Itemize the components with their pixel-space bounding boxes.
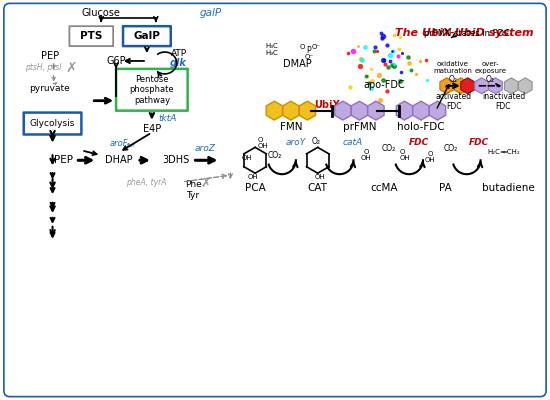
Text: P: P [306,46,311,54]
Text: ADP: ADP [169,68,188,77]
Text: O₂: O₂ [311,137,320,146]
Text: galP: galP [200,8,222,18]
Text: DHAP: DHAP [105,155,133,165]
Polygon shape [461,78,475,94]
Text: O: O [399,149,405,155]
Text: OH: OH [425,157,435,163]
Polygon shape [454,78,468,94]
Text: FMN: FMN [279,122,302,132]
Text: ccMA: ccMA [371,183,398,193]
Polygon shape [413,101,429,120]
Text: OH: OH [241,155,252,161]
Text: pyruvate: pyruvate [29,84,70,93]
Polygon shape [266,101,283,120]
Text: OH: OH [248,174,258,180]
Text: butadiene: butadiene [482,183,535,193]
Text: fbr: fbr [126,143,135,148]
Text: inactivated
FDC: inactivated FDC [482,92,525,111]
Text: aroY: aroY [286,138,306,147]
FancyBboxPatch shape [24,112,81,134]
Polygon shape [488,78,502,94]
Text: glk: glk [170,58,187,68]
Text: O₂: O₂ [486,75,495,84]
Text: CO₂: CO₂ [268,151,282,160]
Text: aroF: aroF [110,139,128,148]
Text: PCA: PCA [245,183,266,193]
Polygon shape [518,78,532,94]
Text: PEP: PEP [54,155,73,165]
Polygon shape [299,101,316,120]
Text: ATP: ATP [170,48,187,58]
Text: CO₂: CO₂ [382,144,397,153]
Text: FDC: FDC [469,138,489,147]
Text: G6P: G6P [106,56,126,66]
Polygon shape [430,101,446,120]
Text: The UbiX-UbiD system: The UbiX-UbiD system [394,28,533,38]
Text: O: O [299,44,305,50]
Text: H₃C: H₃C [265,43,278,49]
Text: H₃C: H₃C [265,50,278,56]
FancyBboxPatch shape [256,25,540,138]
Polygon shape [397,101,412,120]
Text: O⁻: O⁻ [311,44,320,50]
Text: aroZ: aroZ [195,144,216,153]
FancyBboxPatch shape [116,69,188,111]
Text: holo-FDC: holo-FDC [397,122,445,132]
Text: H₂C=: H₂C= [487,149,506,155]
Text: prFMN states in FDC: prFMN states in FDC [424,29,510,38]
Text: tktA: tktA [159,114,177,123]
Text: activated
FDC: activated FDC [436,92,472,111]
Text: ✗: ✗ [65,61,77,75]
Text: oxidative
maturation: oxidative maturation [433,62,472,74]
Text: PTS: PTS [80,31,102,41]
Text: apo-FDC: apo-FDC [364,80,405,90]
Text: =CH₂: =CH₂ [502,149,520,155]
Text: catA: catA [343,138,362,147]
FancyBboxPatch shape [123,26,170,46]
Text: O: O [364,149,369,155]
Polygon shape [335,101,351,120]
Polygon shape [368,101,384,120]
Polygon shape [504,78,518,94]
Text: DMAP: DMAP [283,59,312,69]
Text: prFMN: prFMN [343,122,376,132]
FancyBboxPatch shape [69,26,113,46]
Text: ✗: ✗ [200,177,211,190]
FancyBboxPatch shape [437,36,534,128]
Text: PEP: PEP [41,51,59,61]
Text: GalP: GalP [134,31,161,41]
Text: UbiX: UbiX [314,100,340,110]
Text: CAT: CAT [307,183,328,193]
Text: Glycolysis: Glycolysis [30,119,75,128]
Text: Glucose: Glucose [82,8,120,18]
Text: O⁻: O⁻ [304,54,314,60]
Text: pheA, tyrA: pheA, tyrA [125,178,166,187]
Text: OH: OH [258,143,268,149]
Text: OH: OH [315,174,325,180]
Text: O: O [257,138,263,144]
Text: ptsH, ptsI: ptsH, ptsI [25,64,62,72]
Polygon shape [283,101,299,120]
Text: 3DHS: 3DHS [162,155,189,165]
Polygon shape [351,101,367,120]
Text: Pentose
phosphate
pathway: Pentose phosphate pathway [130,75,174,105]
Polygon shape [475,78,488,94]
Text: over-
exposure: over- exposure [475,62,507,74]
Text: O₂: O₂ [448,75,457,84]
Text: PA: PA [439,183,452,193]
Text: O: O [427,151,433,157]
Text: FDC: FDC [409,138,429,147]
Text: CO₂: CO₂ [444,144,458,153]
Text: OH: OH [361,155,372,161]
Text: Phe
Tyr: Phe Tyr [186,180,202,200]
Polygon shape [440,78,454,94]
Text: OH: OH [400,155,410,161]
Text: E4P: E4P [143,124,161,134]
